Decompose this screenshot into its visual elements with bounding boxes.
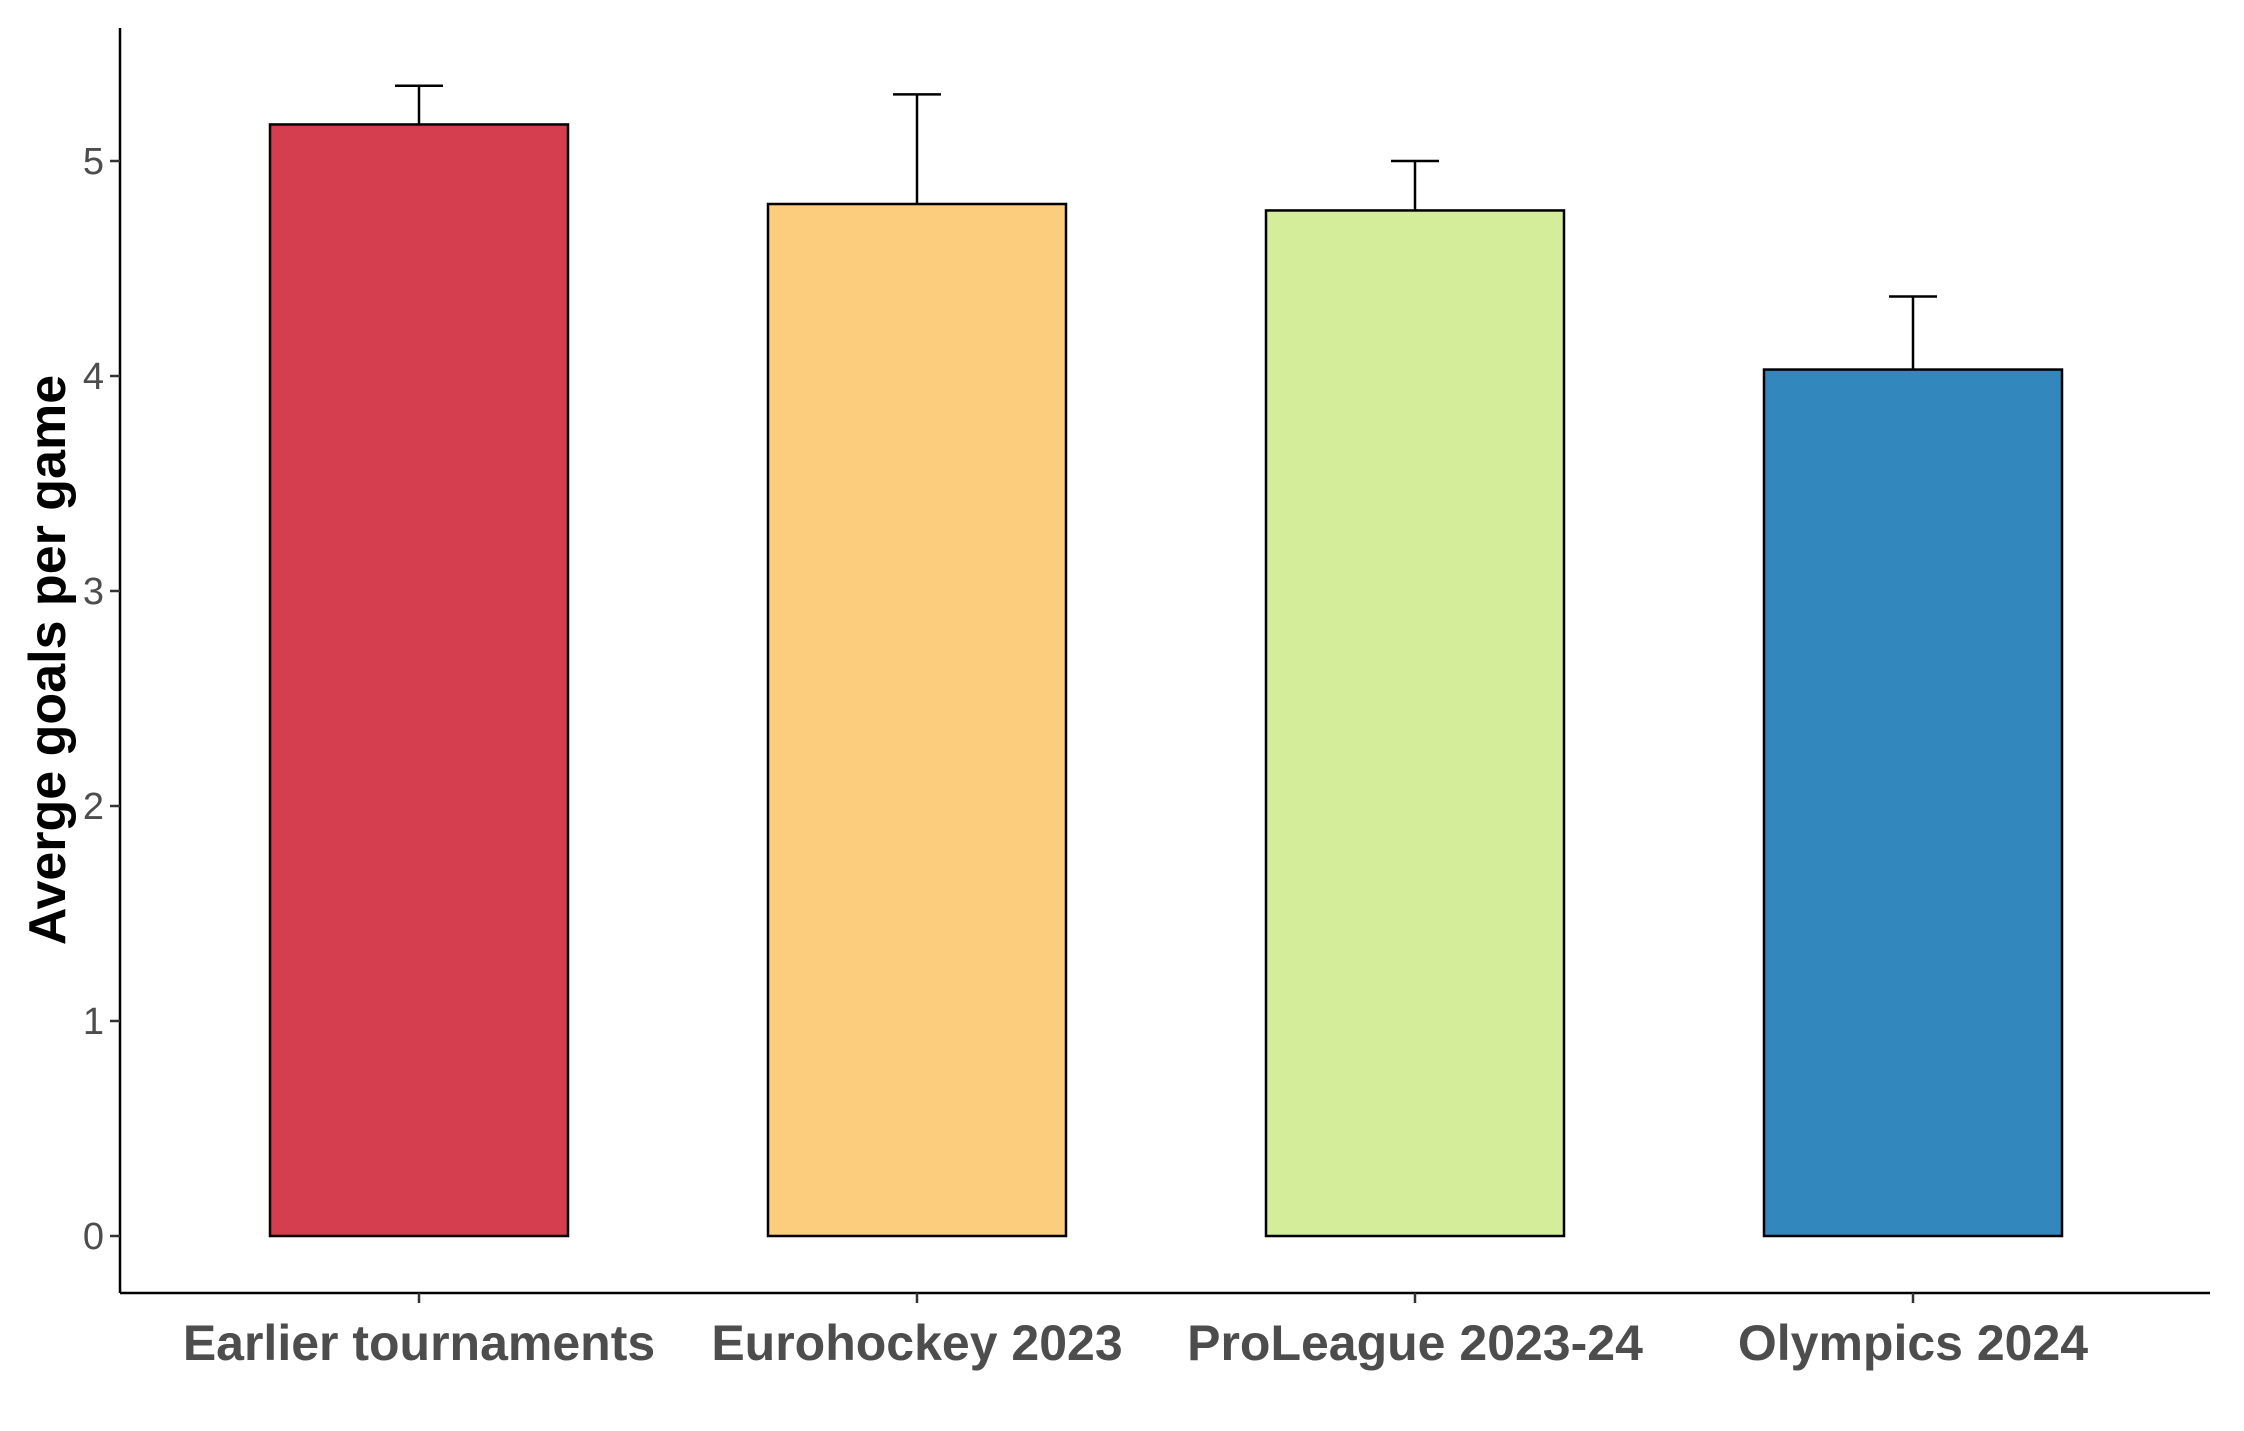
- y-tick-label: 5: [83, 141, 104, 183]
- x-tick-label: Olympics 2024: [1738, 1315, 2088, 1371]
- bar-2: [1264, 209, 1566, 1238]
- y-tick-label: 3: [83, 571, 104, 613]
- y-tick-label: 2: [83, 786, 104, 828]
- x-tick-label: ProLeague 2023-24: [1187, 1315, 1643, 1371]
- error-bar-3: [1889, 295, 1937, 370]
- y-axis-title: Averge goals per game: [19, 375, 77, 945]
- axes-layer: [118, 28, 2210, 1295]
- x-ticks: Earlier tournaments Eurohockey 2023 ProLea…: [183, 1293, 2088, 1371]
- error-bar-2: [1391, 159, 1439, 211]
- error-bar-1: [893, 93, 941, 204]
- error-bars-layer: [395, 84, 1937, 370]
- y-tick-label: 0: [83, 1216, 104, 1258]
- x-tick-label: Earlier tournaments: [183, 1315, 655, 1371]
- y-ticks: 0 1 2 3 4 5: [83, 141, 120, 1258]
- y-tick-label: 1: [83, 1001, 104, 1043]
- x-tick-label: Eurohockey 2023: [711, 1315, 1122, 1371]
- bars-layer: [268, 123, 2064, 1238]
- bar-1: [766, 202, 1068, 1238]
- y-tick-label: 4: [83, 356, 104, 398]
- error-bar-0: [395, 84, 443, 125]
- bar-3: [1762, 368, 2064, 1238]
- bar-0: [268, 123, 570, 1238]
